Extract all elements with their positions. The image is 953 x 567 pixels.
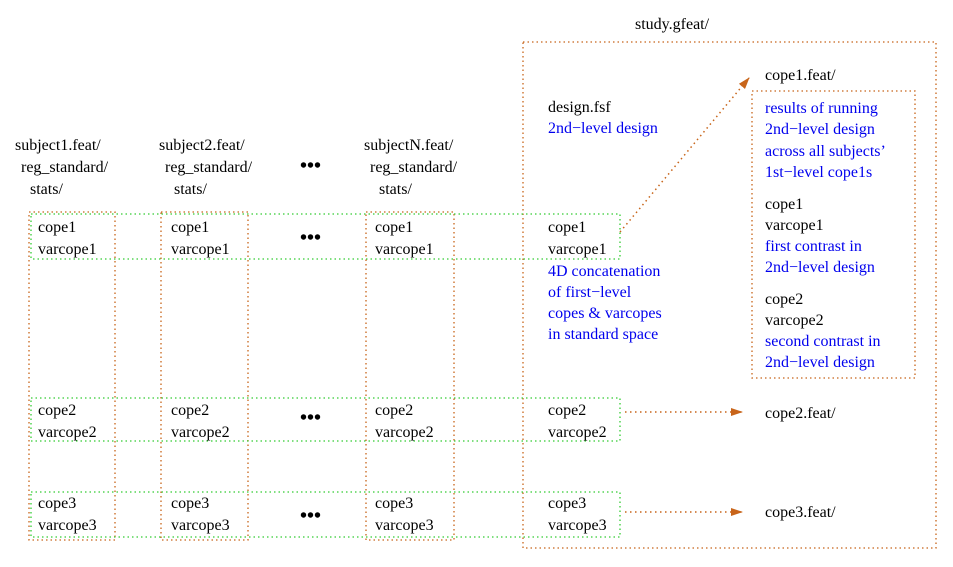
subject-dir: subject1.feat/ — [15, 137, 101, 154]
subject2-column — [160, 211, 249, 541]
subjectN-column — [365, 211, 455, 541]
cope2-row — [30, 397, 621, 442]
design-file: design.fsf — [548, 99, 611, 116]
subject1-header: subject1.feat/ reg_standard/ stats/ — [15, 137, 109, 198]
note-line: in standard space — [548, 326, 658, 343]
subject-dir: subjectN.feat/ — [364, 137, 454, 154]
ellipsis: ••• — [300, 227, 321, 249]
cope3-row — [30, 491, 621, 538]
cope1-row-labels: cope1 varcope1 cope1 varcope1 cope1 varc… — [38, 219, 607, 258]
cope-label: cope2 — [38, 402, 76, 419]
cope3-feat-title: cope3.feat/ — [765, 504, 836, 521]
cope-label: cope2 — [171, 402, 209, 419]
varcope-label: varcope2 — [548, 424, 607, 441]
cope1-feat-contents: results of running 2nd−level design acro… — [765, 100, 886, 371]
varcope-label: varcope1 — [548, 241, 607, 258]
ellipsis: ••• — [300, 407, 321, 429]
ellipsis: ••• — [300, 155, 321, 177]
study-title: study.gfeat/ — [635, 16, 710, 33]
varcope-label: varcope3 — [171, 517, 230, 534]
reg-dir: reg_standard/ — [21, 159, 109, 176]
varcope-label: varcope2 — [38, 424, 97, 441]
subject-dir: subject2.feat/ — [159, 137, 245, 154]
varcope-label: varcope3 — [38, 517, 97, 534]
study-gfeat-box — [522, 41, 937, 549]
stats-dir: stats/ — [379, 181, 412, 198]
note-line: 4D concatenation — [548, 263, 660, 280]
cope-label: cope1 — [765, 196, 803, 213]
varcope-label: varcope1 — [171, 241, 230, 258]
concat-note: 4D concatenation of first−level copes & … — [548, 263, 662, 343]
varcope-label: varcope1 — [765, 217, 824, 234]
stats-dir: stats/ — [30, 181, 63, 198]
cope-label: cope3 — [548, 495, 586, 512]
cope-label: cope1 — [548, 219, 586, 236]
results-line: across all subjects’ — [765, 143, 886, 160]
cope-label: cope2 — [548, 402, 586, 419]
contrast-desc: 2nd−level design — [765, 354, 875, 371]
subject2-header: subject2.feat/ reg_standard/ stats/ — [159, 137, 253, 198]
reg-dir: reg_standard/ — [165, 159, 253, 176]
subject1-column — [28, 211, 116, 541]
cope1-feat-box — [751, 90, 916, 379]
varcope-label: varcope2 — [375, 424, 434, 441]
cope-label: cope1 — [375, 219, 413, 236]
varcope-label: varcope1 — [38, 241, 97, 258]
varcope-label: varcope2 — [765, 312, 824, 329]
cope1-feat-title: cope1.feat/ — [765, 67, 836, 84]
note-line: of first−level — [548, 284, 632, 301]
cope-label: cope1 — [171, 219, 209, 236]
cope-label: cope3 — [375, 495, 413, 512]
reg-dir: reg_standard/ — [370, 159, 458, 176]
results-line: 2nd−level design — [765, 121, 875, 138]
varcope-label: varcope3 — [375, 517, 434, 534]
subjectN-header: subjectN.feat/ reg_standard/ stats/ — [364, 137, 458, 198]
arrow-to-cope1-feat — [619, 77, 750, 233]
results-line: results of running — [765, 100, 878, 117]
contrast-desc: 2nd−level design — [765, 259, 875, 276]
results-line: 1st−level cope1s — [765, 164, 872, 181]
cope-label: cope3 — [171, 495, 209, 512]
contrast-desc: second contrast in — [765, 333, 881, 350]
varcope-label: varcope2 — [171, 424, 230, 441]
contrast-desc: first contrast in — [765, 238, 862, 255]
cope1-row — [30, 213, 621, 260]
cope-label: cope1 — [38, 219, 76, 236]
cope2-row-labels: cope2 varcope2 cope2 varcope2 cope2 varc… — [38, 402, 607, 441]
varcope-label: varcope3 — [548, 517, 607, 534]
note-line: copes & varcopes — [548, 305, 662, 322]
cope2-feat-title: cope2.feat/ — [765, 405, 836, 422]
cope-label: cope3 — [38, 495, 76, 512]
stats-dir: stats/ — [174, 181, 207, 198]
design-desc: 2nd−level design — [548, 120, 658, 137]
cope-label: cope2 — [765, 291, 803, 308]
cope-label: cope2 — [375, 402, 413, 419]
cope3-row-labels: cope3 varcope3 cope3 varcope3 cope3 varc… — [38, 495, 607, 534]
varcope-label: varcope1 — [375, 241, 434, 258]
ellipsis: ••• — [300, 505, 321, 527]
